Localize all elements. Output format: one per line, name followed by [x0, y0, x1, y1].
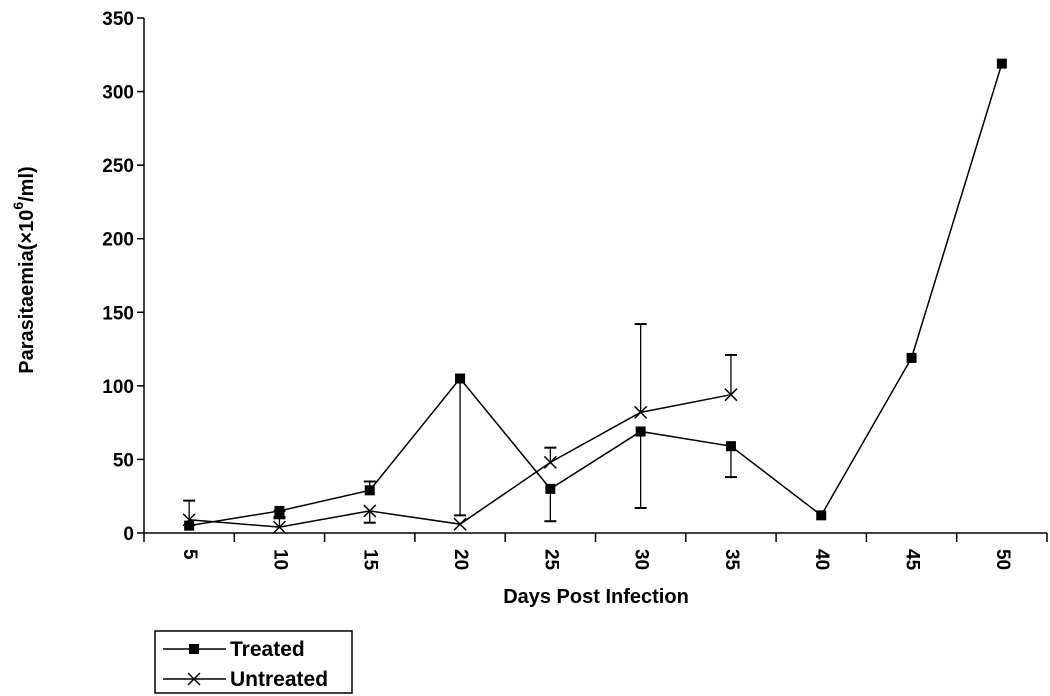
point-untreated-10: [272, 520, 286, 534]
point-treated-30: [635, 426, 646, 437]
legend-label-treated: Treated: [230, 638, 305, 661]
x-axis-title: Days Post Infection: [503, 586, 689, 608]
y-tick-label-1: 50: [113, 450, 134, 471]
point-treated-15: [364, 485, 375, 496]
point-untreated-25: [543, 455, 557, 469]
x-tick-label-20: 20: [450, 549, 471, 570]
y-tick-label-6: 300: [102, 83, 134, 104]
point-untreated-35: [724, 388, 738, 402]
y-tick-label-7: 350: [102, 9, 134, 30]
y-axis-title: Parasitaemia(×106/ml): [10, 166, 38, 373]
x-tick-label-15: 15: [360, 549, 381, 571]
point-treated-5: [184, 520, 195, 531]
x-tick-label-35: 35: [721, 549, 742, 571]
x-tick-label-40: 40: [811, 549, 832, 570]
point-untreated-30: [634, 405, 648, 419]
series-layer: [182, 58, 1007, 534]
legend: Treated Untreated: [154, 630, 353, 694]
point-treated-20: [455, 373, 466, 384]
point-treated-35: [725, 441, 736, 452]
x-tick-label-30: 30: [631, 549, 652, 570]
y-tick-label-2: 100: [102, 377, 134, 398]
legend-marker-untreated: [187, 672, 201, 686]
y-axis-title-unit: /ml): [16, 166, 38, 202]
legend-label-untreated: Untreated: [230, 668, 328, 691]
y-axis-title-text: Parasitaemia(×10: [16, 210, 38, 374]
x-tick-label-50: 50: [992, 549, 1013, 570]
x-tick-label-10: 10: [269, 549, 290, 570]
legend-item-treated: Treated: [163, 638, 305, 661]
point-untreated-15: [363, 504, 377, 518]
point-treated-45: [906, 352, 917, 363]
x-tick-label-5: 5: [179, 549, 200, 560]
y-tick-label-3: 150: [102, 303, 134, 324]
series-treated: [184, 58, 1007, 531]
y-axis: 0 50 100 150 200 250 300 350: [102, 9, 145, 545]
legend-marker-treated: [189, 644, 199, 654]
x-tick-label-25: 25: [540, 549, 561, 571]
point-untreated-5: [182, 513, 196, 527]
x-axis: 5 10 15 20 25 30 35 40 45 50: [143, 532, 1048, 571]
y-tick-label-5: 250: [102, 156, 134, 177]
y-axis-title-exponent: 6: [10, 202, 26, 210]
point-treated-25: [545, 483, 556, 494]
series-untreated: [182, 323, 738, 534]
x-tick-label-45: 45: [902, 549, 923, 571]
series-line-treated: [189, 63, 1003, 527]
y-tick-label-0: 0: [123, 524, 134, 545]
point-untreated-20: [453, 517, 467, 531]
legend-item-untreated: Untreated: [163, 668, 328, 691]
legend-box: [154, 630, 353, 694]
point-treated-10: [274, 505, 285, 516]
point-treated-50: [996, 58, 1007, 69]
point-treated-40: [816, 510, 827, 521]
y-tick-label-4: 200: [102, 230, 134, 251]
